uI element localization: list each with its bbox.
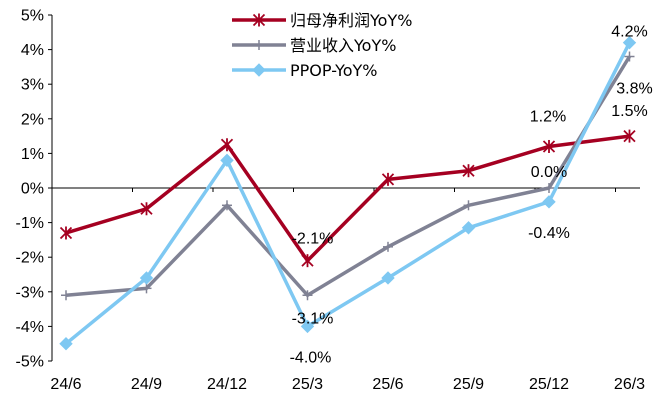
plus-marker: [463, 200, 474, 211]
y-tick-label: 3%: [21, 77, 44, 94]
series-0: [59, 129, 636, 268]
asterisk-marker: [59, 226, 73, 240]
data-label: 0.0%: [531, 164, 567, 181]
plus-marker: [544, 183, 554, 193]
series-line: [65, 134, 630, 263]
x-tick-label: 25/3: [292, 376, 323, 393]
y-tick-label: 5%: [21, 8, 44, 25]
asterisk-marker: [542, 139, 556, 153]
diamond-marker: [622, 35, 637, 50]
plus-marker: [141, 283, 152, 294]
legend-label: PPOP-YoY%: [290, 61, 377, 80]
series-group: [59, 35, 637, 351]
asterisk-marker: [462, 164, 475, 178]
plus-marker: [222, 200, 232, 211]
x-tick-label: 24/6: [50, 376, 81, 393]
data-label: 1.2%: [530, 108, 566, 125]
legend-item: 营业收入YoY%: [232, 36, 396, 55]
legend-label: 归母净利润YoY%: [290, 11, 412, 30]
asterisk-marker: [140, 202, 153, 216]
y-tick-label: 4%: [21, 42, 44, 59]
legend-item: PPOP-YoY%: [232, 61, 377, 80]
legend: 归母净利润YoY% 营业收入YoY% PPOP-YoY%: [232, 11, 412, 80]
y-tick-label: 0%: [21, 181, 44, 198]
asterisk-marker: [301, 254, 314, 268]
y-tick-label: 1%: [21, 146, 44, 163]
diamond-marker: [542, 195, 556, 209]
data-label: -2.1%: [292, 231, 334, 248]
x-tick-label: 24/12: [207, 376, 247, 393]
data-label: 3.8%: [616, 81, 652, 98]
data-labels: -2.1% 1.2% 1.5% -3.1% 0.0% 3.8% -4.0% -0.4% 4.2%: [290, 24, 653, 367]
x-tick-label: 25/12: [529, 376, 569, 393]
data-label: -4.0%: [290, 349, 332, 366]
asterisk-marker: [220, 138, 234, 152]
plus-marker: [624, 51, 635, 62]
asterisk-marker: [381, 172, 395, 186]
diamond-marker: [139, 271, 154, 285]
plus-marker: [254, 40, 264, 50]
plus-marker: [302, 290, 313, 301]
diamond-marker: [252, 63, 266, 77]
asterisk-marker: [252, 13, 266, 27]
asterisk-marker: [623, 129, 636, 143]
y-tick-label: -5%: [16, 354, 44, 371]
series-line: [65, 55, 631, 298]
diamond-marker: [59, 336, 73, 351]
y-tick-label: -4%: [16, 319, 44, 336]
x-tick-label: 26/3: [614, 376, 645, 393]
y-tick-label: -2%: [16, 250, 44, 267]
x-tick-label: 25/9: [453, 376, 484, 393]
series-1: [61, 51, 635, 301]
diamond-marker: [220, 153, 234, 168]
y-tick-label: 2%: [21, 111, 44, 128]
diamond-marker: [300, 319, 315, 334]
legend-item: 归母净利润YoY%: [232, 11, 412, 30]
data-label: -3.1%: [292, 310, 334, 327]
series-2: [59, 35, 637, 351]
data-label: 1.5%: [611, 103, 647, 120]
data-label: 4.2%: [611, 24, 647, 41]
data-label: -0.4%: [528, 225, 570, 242]
legend-label: 营业收入YoY%: [290, 36, 396, 55]
axes: -5% -4% -3% -2% -1% 0% 1% 2% 3% 4% 5% 24/6 24/9 24/12…: [16, 8, 646, 394]
series-line: [64, 41, 632, 346]
y-tick-label: -1%: [16, 215, 44, 232]
diamond-marker: [381, 271, 395, 285]
x-tick-label: 24/9: [131, 376, 162, 393]
y-tick-label: -3%: [16, 284, 44, 301]
plus-marker: [61, 290, 71, 301]
x-tick-label: 25/6: [372, 376, 403, 393]
plus-marker: [383, 241, 393, 252]
diamond-marker: [461, 221, 476, 235]
